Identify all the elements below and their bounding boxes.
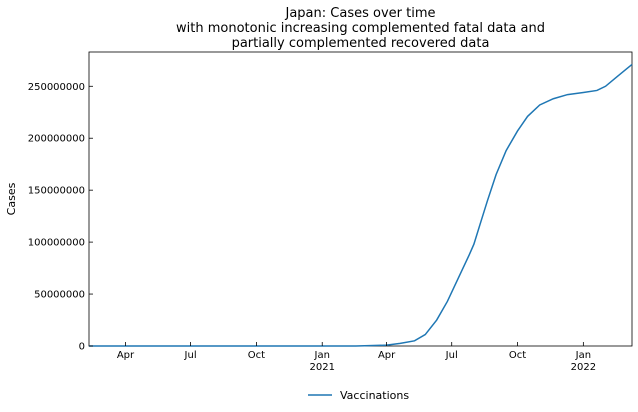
plot-area bbox=[88, 51, 633, 347]
x-tick-label: Jan bbox=[575, 350, 591, 361]
plot-frame bbox=[88, 51, 633, 347]
x-tick-label: Oct bbox=[509, 350, 526, 361]
y-axis-ticks: 0 50000000 100000000 150000000 200000000 2500… bbox=[28, 82, 93, 353]
legend-label: Vaccinations bbox=[340, 389, 409, 402]
y-tick-label: 150000000 bbox=[28, 186, 85, 197]
x-tick-year-label: 2022 bbox=[571, 362, 596, 373]
y-tick-label: 50000000 bbox=[34, 290, 85, 301]
y-tick-label: 200000000 bbox=[28, 134, 85, 145]
legend: Vaccinations bbox=[308, 389, 409, 402]
series-line-vaccinations bbox=[89, 63, 633, 347]
y-tick-label: 250000000 bbox=[28, 82, 85, 93]
x-tick-label: Apr bbox=[117, 350, 135, 361]
x-tick-label: Oct bbox=[248, 350, 265, 361]
chart-title-line: Japan: Cases over time bbox=[285, 6, 436, 21]
chart-title-line: with monotonic increasing complemented f… bbox=[176, 21, 545, 36]
x-tick-label: Apr bbox=[378, 350, 396, 361]
x-tick-label: Jul bbox=[445, 350, 458, 361]
y-axis-label: Cases bbox=[5, 182, 18, 215]
y-tick-label: 0 bbox=[79, 342, 85, 353]
x-tick-label: Jan bbox=[314, 350, 330, 361]
y-tick-label: 100000000 bbox=[28, 238, 85, 249]
x-tick-label: Jul bbox=[184, 350, 197, 361]
x-tick-year-label: 2021 bbox=[309, 362, 334, 373]
chart-title-line: partially complemented recovered data bbox=[232, 36, 490, 51]
